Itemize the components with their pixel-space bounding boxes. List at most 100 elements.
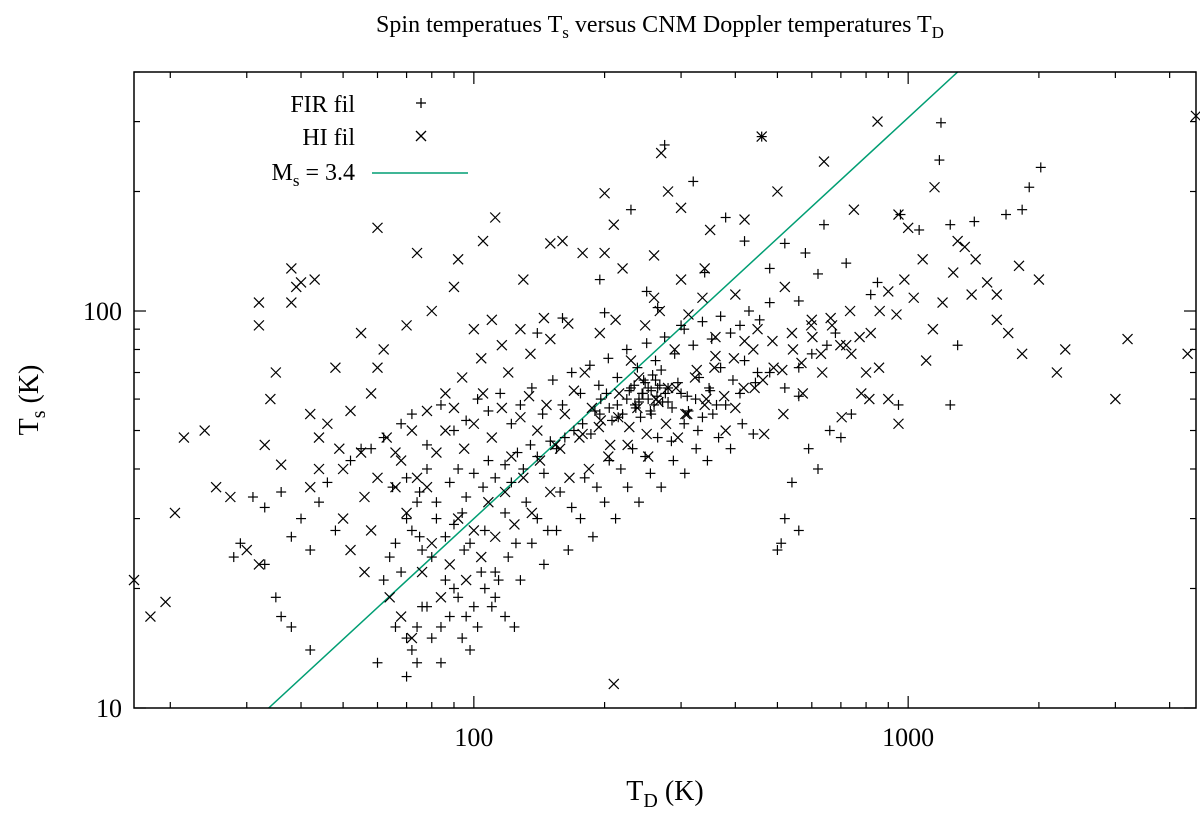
point-cross xyxy=(505,451,517,462)
point-cross xyxy=(372,472,383,484)
point-cross xyxy=(771,186,783,197)
point-plus xyxy=(779,513,790,524)
point-plus xyxy=(776,538,787,549)
point-cross xyxy=(697,292,708,304)
legend: FIR fil HI fil Ms = 3.4 xyxy=(271,92,468,190)
point-plus xyxy=(669,348,680,359)
point-cross xyxy=(304,408,316,420)
point-cross xyxy=(947,267,959,278)
point-plus xyxy=(490,472,501,483)
point-plus xyxy=(515,399,526,410)
point-plus xyxy=(500,459,511,470)
point-cross xyxy=(411,247,423,259)
point-cross xyxy=(729,402,741,414)
point-cross xyxy=(840,339,852,351)
point-cross xyxy=(617,263,628,274)
point-plus xyxy=(697,412,708,423)
point-plus xyxy=(509,621,520,632)
point-plus xyxy=(276,611,287,622)
point-cross xyxy=(738,382,750,394)
point-cross xyxy=(430,447,442,458)
point-cross xyxy=(805,319,817,331)
y-tick-label: 10 xyxy=(96,694,122,723)
point-plus xyxy=(490,567,501,578)
point-cross xyxy=(660,418,672,430)
point-cross xyxy=(865,327,877,339)
point-cross xyxy=(739,335,750,347)
point-cross xyxy=(848,204,860,216)
point-cross xyxy=(815,348,827,360)
point-cross xyxy=(767,335,778,347)
point-plus xyxy=(412,621,423,632)
point-plus xyxy=(457,633,468,644)
point-cross xyxy=(359,491,370,503)
point-cross xyxy=(538,312,550,324)
point-cross xyxy=(599,187,611,199)
point-cross xyxy=(855,388,867,399)
point-cross xyxy=(270,367,282,378)
point-plus xyxy=(472,621,483,632)
point-plus xyxy=(643,394,654,405)
point-plus xyxy=(654,380,665,391)
point-plus xyxy=(521,497,532,508)
point-cross xyxy=(752,323,763,335)
point-plus xyxy=(846,409,857,420)
point-cross xyxy=(502,367,514,378)
point-plus xyxy=(401,513,412,524)
fit-line xyxy=(268,72,959,708)
point-plus xyxy=(702,455,713,466)
x-tick-label: 1000 xyxy=(882,723,934,752)
point-cross xyxy=(796,357,807,369)
point-plus xyxy=(286,531,297,542)
point-cross xyxy=(882,286,894,297)
point-cross xyxy=(807,331,818,343)
point-cross xyxy=(401,507,413,519)
point-cross xyxy=(345,405,356,417)
point-plus xyxy=(682,391,693,402)
point-plus xyxy=(444,477,455,488)
point-plus xyxy=(500,611,511,622)
point-cross xyxy=(489,212,501,223)
point-cross xyxy=(1051,367,1063,378)
point-cross xyxy=(662,382,674,394)
point-plus xyxy=(479,583,490,594)
point-cross xyxy=(623,421,635,433)
point-plus xyxy=(624,385,635,396)
point-plus xyxy=(818,219,829,230)
point-cross xyxy=(544,237,556,249)
point-cross xyxy=(337,463,349,475)
point-cross xyxy=(1109,393,1121,405)
point-cross xyxy=(654,305,666,317)
point-cross xyxy=(844,305,856,317)
point-plus xyxy=(542,525,553,536)
point-cross xyxy=(178,432,190,443)
point-cross xyxy=(359,566,370,578)
point-plus xyxy=(426,633,437,644)
point-cross xyxy=(435,591,447,603)
point-plus xyxy=(526,538,537,549)
point-cross xyxy=(439,425,451,436)
point-cross xyxy=(836,411,848,423)
point-cross xyxy=(655,147,667,159)
point-cross xyxy=(937,297,948,309)
point-plus xyxy=(557,313,568,324)
point-plus xyxy=(621,344,632,355)
point-cross xyxy=(475,352,487,364)
point-cross xyxy=(401,319,413,331)
point-plus xyxy=(510,538,521,549)
series-hi-fil xyxy=(128,110,1200,690)
point-cross xyxy=(818,156,830,167)
point-plus xyxy=(656,365,667,376)
point-plus xyxy=(453,592,464,603)
point-cross xyxy=(309,274,321,286)
point-cross xyxy=(514,411,526,423)
point-plus xyxy=(641,338,652,349)
point-cross xyxy=(927,323,939,335)
point-cross xyxy=(285,297,297,309)
point-plus xyxy=(431,497,442,508)
point-cross xyxy=(559,408,571,420)
point-plus xyxy=(865,289,876,300)
point-cross xyxy=(959,241,971,253)
point-cross xyxy=(390,447,401,458)
point-plus xyxy=(396,567,407,578)
